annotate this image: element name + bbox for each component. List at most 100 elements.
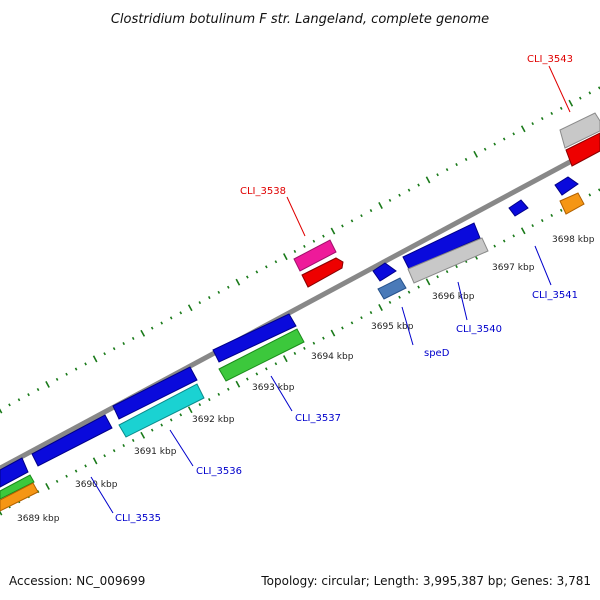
major-tick — [0, 510, 3, 516]
minor-tick — [559, 208, 563, 212]
major-tick — [425, 278, 431, 286]
major-tick — [0, 408, 3, 414]
minor-tick — [436, 173, 439, 177]
gene-arrow — [301, 257, 344, 288]
gene-labels: CLI_3543 CLI_3538 CLI_3541 CLI_3540 speD… — [115, 54, 578, 524]
major-tick — [187, 304, 193, 312]
minor-tick — [388, 300, 392, 304]
minor-tick — [512, 132, 516, 136]
major-tick — [282, 253, 288, 261]
minor-tick — [398, 193, 401, 197]
minor-tick — [464, 157, 468, 161]
major-tick — [92, 355, 98, 363]
kbp-label: 3695 kbp — [371, 322, 414, 332]
major-tick — [473, 150, 479, 158]
gene-label-cli-3537: CLI_3537 — [295, 413, 341, 424]
major-tick — [520, 125, 526, 133]
map-title: Clostridium botulinum F str. Langeland, … — [111, 12, 489, 27]
minor-tick — [131, 438, 135, 442]
minor-tick — [274, 362, 278, 366]
gene-arrow — [218, 328, 305, 382]
minor-tick — [217, 290, 221, 294]
minor-tick — [27, 393, 30, 397]
gene-arrow — [118, 383, 205, 438]
gene-arrow — [0, 457, 29, 488]
gene-arrow — [31, 414, 113, 467]
minor-tick — [350, 219, 354, 223]
gene-label-cli-3541: CLI_3541 — [532, 290, 578, 301]
minor-tick — [550, 213, 554, 217]
gene-leader-lines — [90, 65, 571, 514]
major-tick — [140, 431, 146, 439]
minor-tick — [369, 311, 373, 315]
minor-tick — [65, 372, 68, 376]
minor-tick — [531, 122, 535, 126]
kbp-label: 3691 kbp — [134, 447, 177, 457]
gene-arrow — [0, 474, 35, 500]
kbp-label: 3689 kbp — [17, 514, 60, 524]
major-tick — [92, 457, 98, 465]
minor-tick — [417, 285, 420, 289]
inner-strand-genes — [0, 176, 585, 512]
minor-tick — [55, 479, 59, 483]
gene-arrow — [554, 176, 579, 196]
major-tick — [378, 202, 383, 209]
minor-tick — [341, 224, 344, 228]
gene-arrow — [212, 313, 297, 363]
gene-arrow — [559, 112, 600, 149]
minor-tick — [303, 346, 306, 350]
minor-tick — [246, 275, 249, 279]
minor-tick — [360, 214, 363, 218]
minor-tick — [369, 209, 373, 213]
minor-tick — [160, 423, 164, 427]
gene-arrow — [407, 237, 489, 284]
minor-tick — [303, 244, 306, 248]
minor-tick — [540, 219, 544, 223]
major-tick — [378, 304, 383, 311]
minor-tick — [207, 296, 211, 300]
minor-tick — [559, 106, 563, 110]
minor-tick — [531, 224, 535, 228]
minor-tick — [217, 392, 221, 396]
kbp-label: 3697 kbp — [492, 263, 535, 273]
minor-tick — [160, 321, 164, 325]
minor-tick — [483, 147, 487, 151]
minor-tick — [122, 444, 126, 448]
minor-tick — [103, 454, 106, 458]
major-tick — [140, 329, 146, 337]
kbp-label: 3694 kbp — [311, 352, 354, 362]
gene-label-cli-3536: CLI_3536 — [196, 466, 242, 477]
minor-tick — [74, 367, 78, 371]
minor-tick — [493, 244, 497, 248]
major-tick — [282, 355, 288, 363]
genome-backbone — [0, 142, 600, 472]
gene-arrow — [559, 192, 585, 215]
gene-arrow — [377, 277, 407, 300]
minor-tick — [55, 377, 59, 381]
minor-tick — [322, 234, 325, 238]
minor-tick — [207, 398, 211, 402]
minor-tick — [255, 372, 259, 376]
minor-tick — [65, 474, 68, 478]
minor-tick — [578, 96, 582, 100]
gene-label-sped: speD — [424, 348, 450, 359]
minor-tick — [226, 387, 230, 391]
minor-tick — [255, 270, 259, 274]
minor-tick — [84, 464, 87, 468]
minor-tick — [36, 388, 40, 392]
minor-tick — [445, 270, 449, 274]
minor-tick — [112, 449, 116, 453]
minor-tick — [198, 301, 202, 305]
minor-tick — [445, 168, 449, 172]
minor-tick — [502, 137, 506, 141]
outer-tick-ring — [0, 86, 600, 414]
gene-arrow — [402, 222, 481, 270]
minor-tick — [293, 351, 297, 355]
minor-tick — [312, 341, 316, 345]
minor-tick — [455, 265, 458, 269]
minor-tick — [103, 352, 106, 356]
gene-label-cli-3540: CLI_3540 — [456, 324, 502, 335]
kbp-label: 3696 kbp — [432, 292, 475, 302]
major-tick — [330, 227, 336, 235]
